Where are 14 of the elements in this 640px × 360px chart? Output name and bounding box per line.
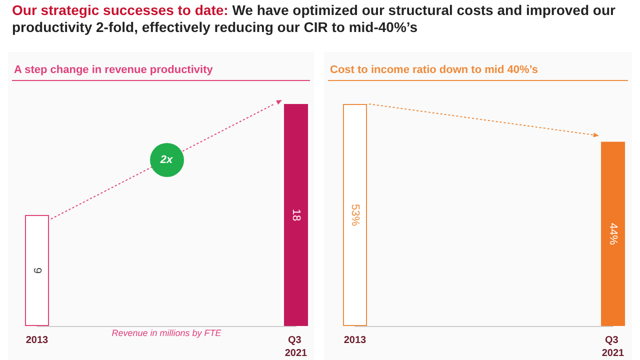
chart-subtitle: A step change in revenue productivity [14, 64, 213, 76]
x-axis-title: Revenue in millions by FTE [112, 328, 222, 338]
x-tick-label: 2013 [26, 335, 49, 346]
x-tick-label: 2013 [344, 335, 367, 346]
data-label: 18 [290, 208, 302, 222]
data-label: 9 [31, 267, 43, 274]
data-label: 53% [349, 204, 361, 226]
chart-title: Cost to income ratio down to mid 40%’s [330, 64, 538, 76]
annotation: 2x [160, 154, 173, 166]
data-label: 44% [607, 222, 619, 246]
chart-title: Our strategic successes to date: We have optimized our structural costs and improved our productivity 2-fold, effectively reducing our CIR to mid-40%’s [12, 2, 616, 36]
x-tick-label: Q3 2021 [602, 335, 625, 359]
circle-badge: 2x [150, 142, 184, 176]
x-tick-label: Q3 2021 [284, 335, 308, 359]
